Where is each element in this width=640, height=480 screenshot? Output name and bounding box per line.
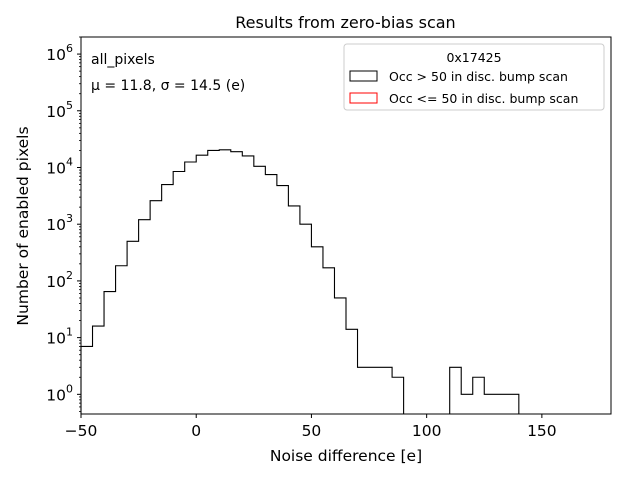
legend-swatch-occ-gt-50 [349,70,378,82]
y-tick-label: 104 [46,155,73,177]
legend-label-occ-le-50: Occ <= 50 in disc. bump scan [389,91,578,106]
legend-label-occ-gt-50: Occ > 50 in disc. bump scan [389,69,568,84]
x-tick-label: 50 [302,422,322,440]
legend-title: 0x17425 [446,50,501,65]
y-tick-label: 102 [46,269,73,291]
y-tick-label: 103 [46,212,73,234]
y-axis-label: Number of enabled pixels [14,126,32,325]
histogram-series [80,149,520,415]
histogram-series-0 [80,149,520,415]
legend-swatch-occ-le-50 [349,92,378,104]
y-tick-label: 105 [46,99,73,121]
y-axis-ticks: 100 101 102 103 104 105 106 [46,36,81,412]
y-tick-label: 101 [46,326,73,348]
chart-title: Results from zero-bias scan [235,13,455,32]
plot-frame [80,36,612,415]
x-tick-label: 100 [412,422,442,440]
stats-annotation: μ = 11.8, σ = 14.5 (e) [91,78,245,94]
x-tick-label: 150 [527,422,557,440]
x-axis-label: Noise difference [e] [270,447,422,465]
legend: 0x17425 Occ > 50 in disc. bump scan Occ … [343,43,605,111]
group-annotation: all_pixels [91,52,155,68]
y-tick-label: 106 [46,42,73,64]
x-tick-label: 0 [191,422,201,440]
x-axis-ticks: −50 0 50 100 150 [65,414,557,440]
x-tick-label: −50 [65,422,98,440]
y-tick-label: 100 [46,382,73,404]
legend-frame [343,43,605,111]
